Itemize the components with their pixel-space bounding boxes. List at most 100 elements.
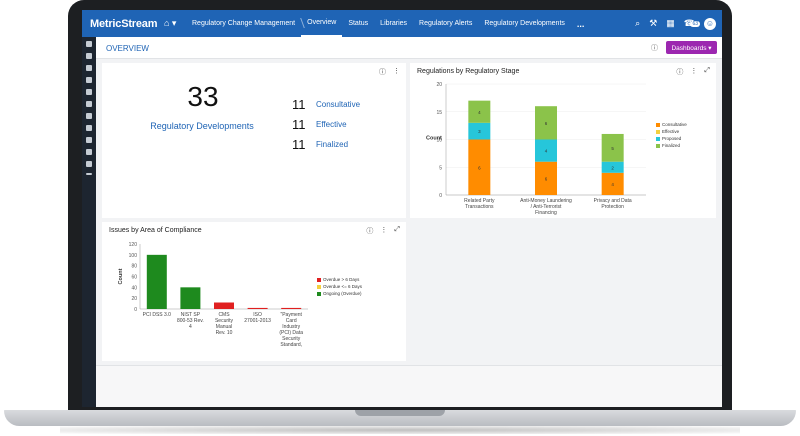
y-tick-label: 5 xyxy=(439,165,442,171)
stat-label-consultative[interactable]: Consultative xyxy=(316,100,361,109)
nav-overview[interactable]: Overview xyxy=(301,10,343,37)
y-tick-label: 15 xyxy=(436,110,442,116)
x-tick-label: 27001-2013 xyxy=(244,318,271,324)
x-tick-label: Financing xyxy=(535,210,557,216)
legend-swatch xyxy=(656,136,660,141)
sidebar-warning-icon[interactable] xyxy=(86,161,92,167)
legend-label: Ongoing (Overdue) xyxy=(323,291,362,296)
legend-item[interactable]: Finalized xyxy=(656,142,687,149)
sidebar-grid-icon[interactable] xyxy=(86,41,92,47)
legend-label: Finalized xyxy=(662,143,681,148)
nav-regulatory-alerts[interactable]: Regulatory Alerts xyxy=(419,20,473,27)
legend-item[interactable]: Proposed xyxy=(656,135,687,142)
sidebar-chart-icon[interactable] xyxy=(86,89,92,95)
x-tick-label: Industry xyxy=(282,324,300,330)
y-tick-label: 10 xyxy=(436,138,442,144)
legend-item[interactable]: Consultative xyxy=(656,121,687,128)
issues-chart-panel: Issues by Area of Compliance ⓘ ⋮ ⤢ 0 20 40… xyxy=(102,222,406,361)
dashboards-button[interactable]: Dashboards ▾ xyxy=(666,41,717,54)
stat-row: 11 Consultative xyxy=(292,97,360,112)
bar-value-label: 4 xyxy=(478,110,481,115)
bar-segment xyxy=(535,161,557,195)
tools-icon[interactable]: ⚒ xyxy=(649,18,658,28)
expand-icon[interactable]: ⤢ xyxy=(704,67,710,74)
phone-icon[interactable]: ☎ 63 xyxy=(683,18,700,28)
nav-libraries[interactable]: Libraries xyxy=(380,20,408,27)
x-tick-label: Anti-Money Laundering xyxy=(520,198,572,204)
x-tick-label: NIST SP xyxy=(181,312,201,318)
x-tick-label: Card xyxy=(286,318,297,324)
sidebar-refresh-icon[interactable] xyxy=(86,101,92,107)
sidebar-more-icon[interactable] xyxy=(86,173,92,175)
x-tick-label: Privacy and Data xyxy=(594,198,632,204)
stat-label-finalized[interactable]: Finalized xyxy=(316,140,349,149)
issues-chart-legend: Overdue > 6 Days Overdue <= 6 Days Ongoing… xyxy=(317,276,362,297)
search-icon[interactable]: ⌕ xyxy=(635,18,641,28)
stage-chart-legend: Consultative Effective Proposed Finalized xyxy=(656,121,687,149)
main-nav: Regulatory Change Management Overview St… xyxy=(186,10,590,37)
x-tick-label: "Payment xyxy=(280,312,302,318)
x-tick-label: Manual xyxy=(216,324,232,330)
y-tick-label: 60 xyxy=(131,275,137,281)
nav-status[interactable]: Status xyxy=(348,20,369,27)
x-tick-label: Security xyxy=(282,336,301,342)
legend-swatch xyxy=(656,143,660,148)
nav-regulatory-change-management[interactable]: Regulatory Change Management xyxy=(186,10,301,37)
sidebar-document-icon[interactable] xyxy=(86,125,92,131)
stat-count: 11 xyxy=(292,117,306,132)
legend-item[interactable]: Overdue > 6 Days xyxy=(317,276,362,283)
bottom-strip xyxy=(96,365,722,407)
help-icon[interactable]: ⓘ xyxy=(676,69,684,76)
app-logo[interactable]: MetricStream xyxy=(90,17,158,30)
legend-item[interactable]: Overdue <= 6 Days xyxy=(317,283,362,290)
kebab-menu-icon[interactable]: ⋮ xyxy=(690,68,698,75)
x-tick-label: 800-53 Rev. xyxy=(177,318,204,324)
legend-item[interactable]: Effective xyxy=(656,128,687,135)
legend-item[interactable]: Ongoing (Overdue) xyxy=(317,290,362,297)
calendar-icon[interactable]: ▦ xyxy=(666,18,675,28)
sidebar-home-icon[interactable] xyxy=(86,53,92,59)
bar-value-label: 6 xyxy=(545,121,548,126)
bar-value-label: 5 xyxy=(611,146,614,151)
stage-chart: 0 5 10 15 20 Count 6 3 4 Related PartyTransaction… xyxy=(426,82,646,216)
kebab-menu-icon[interactable]: ⋮ xyxy=(393,68,400,75)
y-axis-label: Count xyxy=(118,268,124,284)
y-tick-label: 0 xyxy=(439,193,442,199)
laptop-shadow xyxy=(60,426,740,434)
sidebar-user-icon[interactable] xyxy=(86,149,92,155)
legend-label: Overdue > 6 Days xyxy=(323,277,360,282)
stat-count: 11 xyxy=(292,97,306,112)
help-icon[interactable]: ⓘ xyxy=(366,228,374,235)
user-avatar-icon[interactable]: ☺ xyxy=(704,17,716,30)
bar-segment xyxy=(468,139,491,195)
total-label[interactable]: Regulatory Developments xyxy=(150,121,254,131)
legend-label: Overdue <= 6 Days xyxy=(323,284,363,289)
sidebar-trash-icon[interactable] xyxy=(86,137,92,143)
y-tick-label: 0 xyxy=(134,307,137,313)
laptop-base xyxy=(4,410,796,426)
x-tick-label: ISO xyxy=(253,312,262,318)
x-tick-label: Standard, xyxy=(280,342,302,348)
stat-label-effective[interactable]: Effective xyxy=(316,120,347,129)
bar-value-label: 3 xyxy=(478,129,481,134)
home-icon[interactable]: ⌂ ▾ xyxy=(164,18,177,28)
kebab-menu-icon[interactable]: ⋮ xyxy=(380,227,388,234)
y-tick-label: 20 xyxy=(436,82,442,88)
x-tick-label: 4 xyxy=(189,324,192,330)
legend-swatch xyxy=(317,284,321,289)
sidebar-globe-icon[interactable] xyxy=(86,65,92,71)
y-tick-label: 40 xyxy=(131,285,137,291)
bar-segment xyxy=(601,172,624,195)
nav-regulatory-developments[interactable]: Regulatory Developments xyxy=(484,20,565,27)
page-header: OVERVIEW ⓘ Dashboards ▾ xyxy=(96,37,722,59)
sidebar-building-icon[interactable] xyxy=(86,77,92,83)
expand-icon[interactable]: ⤢ xyxy=(394,226,400,233)
nav-more-button[interactable]: ... xyxy=(576,18,585,29)
help-icon[interactable]: ⓘ xyxy=(651,45,658,52)
x-tick-label: Protection xyxy=(601,204,624,210)
sidebar-briefcase-icon[interactable] xyxy=(86,113,92,119)
bar-value-label: 6 xyxy=(478,165,481,170)
help-icon[interactable]: ⓘ xyxy=(379,69,386,76)
top-navbar: MetricStream ⌂ ▾ Regulatory Change Manag… xyxy=(82,10,722,37)
